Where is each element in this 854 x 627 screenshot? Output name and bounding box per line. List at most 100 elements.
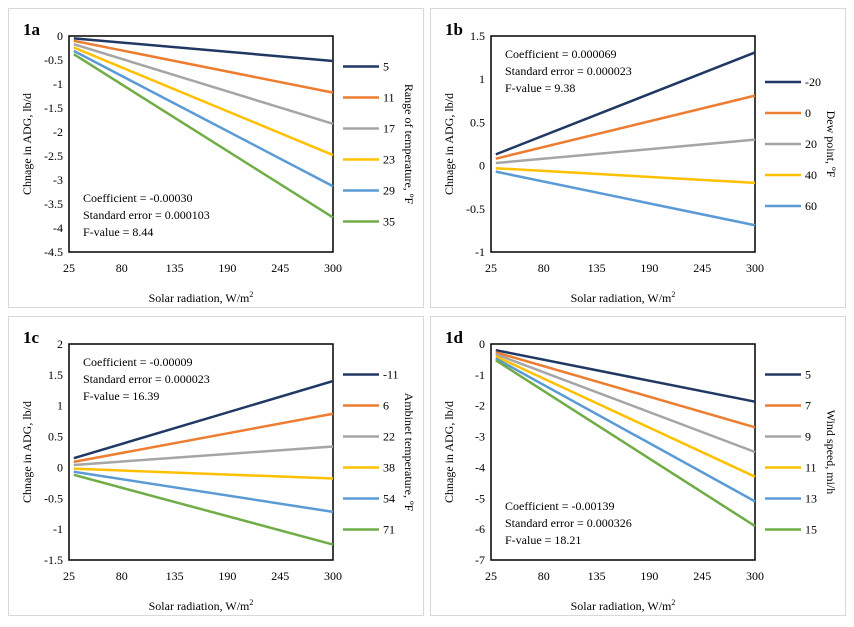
- y-tick-label: -7: [475, 553, 485, 567]
- y-tick-label: 1: [57, 399, 63, 413]
- y-tick-label: -0.5: [466, 202, 485, 216]
- legend-label: 5: [805, 368, 811, 382]
- legend-label: 38: [383, 461, 395, 475]
- stats-text: Coefficient = 0.000069: [505, 47, 617, 61]
- stats-text: F-value = 16.39: [83, 389, 159, 403]
- y-tick-label: 0: [479, 337, 485, 351]
- series-line-40: [495, 166, 756, 185]
- x-tick-label: 300: [324, 569, 342, 583]
- legend-label: 11: [383, 91, 395, 105]
- series-line--11: [73, 379, 334, 460]
- y-tick-label: 0.5: [48, 430, 63, 444]
- x-tick-label: 245: [271, 261, 289, 275]
- series-line-11: [73, 39, 334, 94]
- series-line-0: [495, 94, 756, 160]
- y-tick-label: -0.5: [44, 491, 63, 505]
- series-line-29: [73, 49, 334, 188]
- stats-text: F-value = 9.38: [505, 81, 575, 95]
- legend-label: 23: [383, 153, 395, 167]
- chart-1c: 1c 2 1.5 1 0.5 0 -0.5 -1 -1.525 80 135 190 245 300 Sol…: [20, 328, 416, 613]
- legend-title: Ambinet temperature, ºF: [402, 393, 416, 512]
- x-tick-label: 300: [324, 261, 342, 275]
- legend-title: Dew point, ºF: [824, 111, 838, 178]
- y-tick-label: 1.5: [470, 29, 485, 43]
- y-tick-label: -0.5: [44, 53, 63, 67]
- y-tick-label: 1: [479, 72, 485, 86]
- y-axis-label: Chnage in ADG, lb/d: [20, 401, 34, 503]
- legend-label: -20: [805, 75, 821, 89]
- y-tick-label: -3: [475, 430, 485, 444]
- x-tick-label: 25: [485, 261, 497, 275]
- series-line-35: [73, 53, 334, 219]
- legend-label: 60: [805, 199, 817, 213]
- x-axis-label-superscript: 2: [671, 290, 675, 299]
- y-axis-label: Chnage in ADG, lb/d: [442, 401, 456, 503]
- x-axis-label-superscript: 2: [671, 598, 675, 607]
- y-axis-label: Chnage in ADG, lb/d: [442, 93, 456, 195]
- x-axis-label-superscript: 2: [249, 598, 253, 607]
- y-tick-label: -1: [53, 77, 63, 91]
- y-tick-label: -2: [53, 125, 63, 139]
- series-line-5: [495, 348, 756, 403]
- legend-label: 40: [805, 168, 817, 182]
- y-tick-label: 0: [57, 29, 63, 43]
- y-tick-label: 0: [479, 159, 485, 173]
- stats-text: Coefficient = -0.00009: [83, 355, 193, 369]
- legend-label: 54: [383, 492, 395, 506]
- x-tick-label: 25: [63, 569, 75, 583]
- series-line-13: [495, 357, 756, 503]
- stats-text: F-value = 18.21: [505, 533, 581, 547]
- x-tick-label: 190: [640, 261, 658, 275]
- x-axis-label: Solar radiation, W/m2: [149, 598, 254, 613]
- legend-label: 13: [805, 492, 817, 506]
- stats-text: Coefficient = -0.00030: [83, 191, 193, 205]
- legend-label: 7: [805, 399, 811, 413]
- x-axis-label-superscript: 2: [249, 290, 253, 299]
- x-tick-label: 300: [746, 261, 764, 275]
- stats-text: Standard error = 0.000023: [505, 64, 632, 78]
- panel-1d: 1d 0 -1 -2 -3 -4 -5 -6 -7 25 80 135 190 245 300 Solar r…: [430, 316, 846, 616]
- x-tick-label: 300: [746, 569, 764, 583]
- x-tick-label: 135: [588, 261, 606, 275]
- y-tick-label: -2.5: [44, 149, 63, 163]
- y-tick-label: 1.5: [48, 368, 63, 382]
- panel-label: 1c: [23, 328, 40, 347]
- panel-label: 1a: [23, 20, 41, 39]
- chart-1a: 1a 0-0.5-1-1.5-2-2.5-3-3.5-4-4.525 80 135 19…: [20, 20, 416, 305]
- y-tick-label: -3.5: [44, 197, 63, 211]
- y-tick-label: -1: [53, 522, 63, 536]
- series-line-71: [73, 473, 334, 546]
- x-tick-label: 80: [538, 261, 550, 275]
- legend-label: 20: [805, 137, 817, 151]
- x-tick-label: 190: [218, 261, 236, 275]
- legend-label: 71: [383, 523, 395, 537]
- stats-text: Standard error = 0.000023: [83, 372, 210, 386]
- y-tick-label: -5: [475, 491, 485, 505]
- y-tick-label: -2: [475, 399, 485, 413]
- panel-1b: 1b 1.5 1 0.5 0 -0.5 -1 25 80 135 190 245 300 Solar ra…: [430, 8, 846, 308]
- y-tick-label: -1.5: [44, 553, 63, 567]
- stats-text: Standard error = 0.000103: [83, 208, 210, 222]
- x-axis-label: Solar radiation, W/m2: [571, 598, 676, 613]
- legend-label: 9: [805, 430, 811, 444]
- x-tick-label: 245: [271, 569, 289, 583]
- x-tick-label: 25: [63, 261, 75, 275]
- x-tick-label: 245: [693, 261, 711, 275]
- x-tick-label: 80: [538, 569, 550, 583]
- panel-1a: 1a 0 -0.5 -1 -1.5 -2 -2.5 -3 -3.5 -4 -4.5 25 80 135 19…: [8, 8, 424, 308]
- y-tick-label: -1: [475, 368, 485, 382]
- panel-label: 1b: [445, 20, 463, 39]
- series-line-54: [73, 470, 334, 514]
- series-line--20: [495, 51, 756, 156]
- legend-label: 15: [805, 523, 817, 537]
- y-tick-label: -3: [53, 173, 63, 187]
- legend-label: 22: [383, 430, 395, 444]
- legend-label: 5: [383, 60, 389, 74]
- x-tick-label: 245: [693, 569, 711, 583]
- series-line-38: [73, 467, 334, 480]
- y-tick-label: 0: [57, 460, 63, 474]
- series-line-60: [495, 170, 756, 227]
- y-tick-label: -4.5: [44, 245, 63, 259]
- series-line-11: [495, 355, 756, 478]
